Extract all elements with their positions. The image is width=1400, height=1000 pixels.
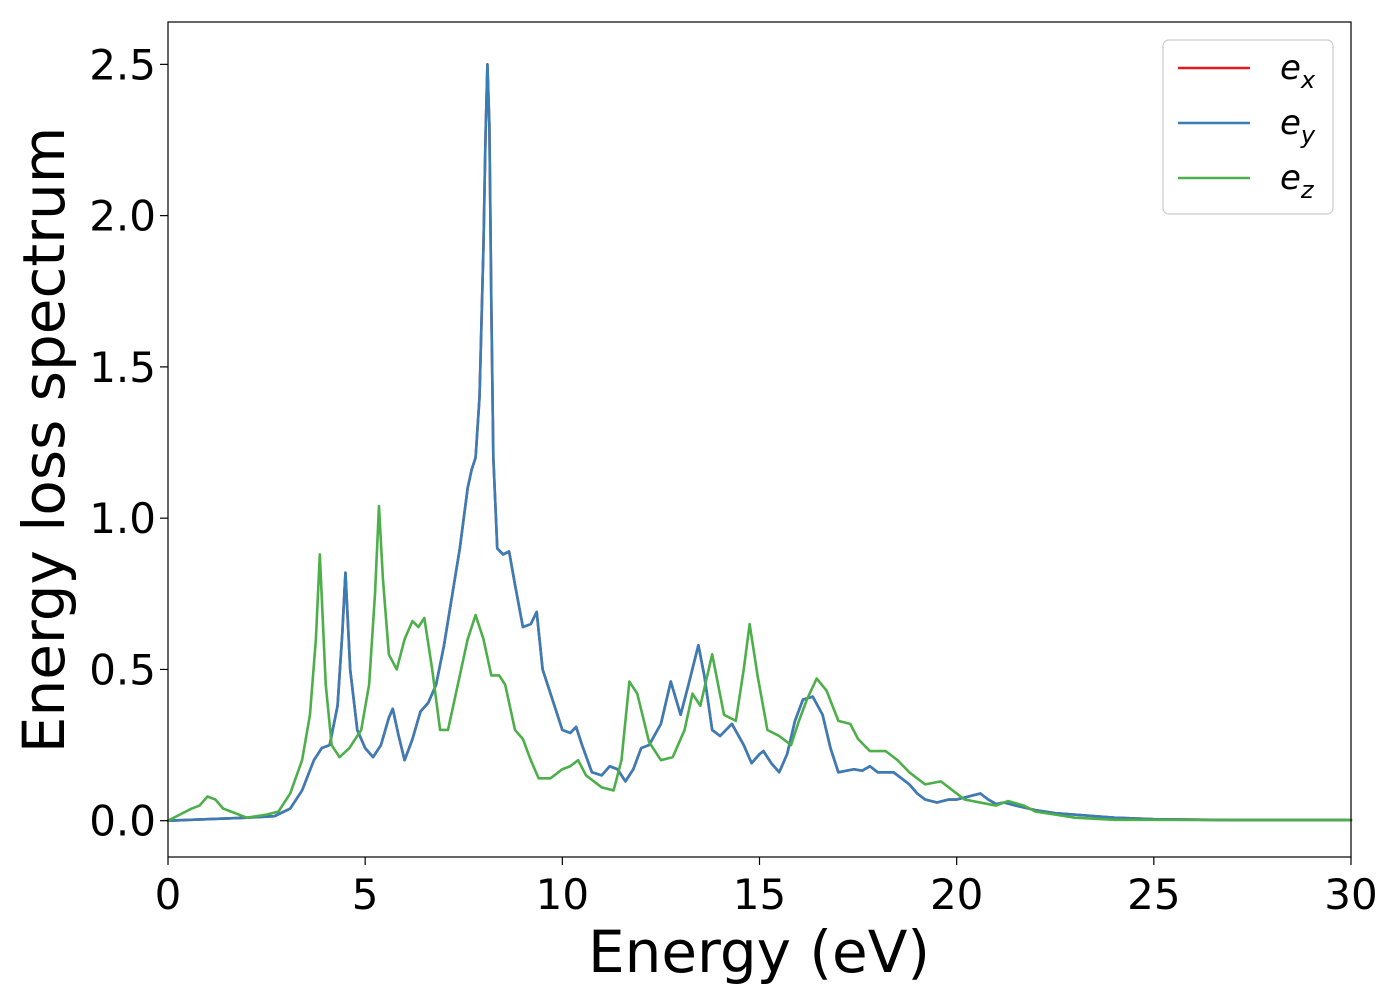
y-axis-label: Energy loss spectrum	[10, 127, 78, 753]
series-line-e-y	[166, 63, 1353, 823]
legend-label-e-y: ey	[1280, 103, 1316, 149]
y-tick-label: 2.5	[89, 40, 156, 89]
legend-label-subscript: z	[1300, 176, 1315, 204]
legend-label-base: e	[1280, 158, 1301, 198]
x-axis-label: Energy (eV)	[588, 918, 930, 986]
y-tick-label: 0.0	[89, 797, 156, 846]
x-tick-label: 0	[155, 870, 182, 919]
legend-label-base: e	[1280, 48, 1301, 88]
y-tick-label: 2.0	[89, 192, 156, 241]
x-tick-label: 5	[352, 870, 379, 919]
legend-box	[1162, 39, 1334, 215]
y-tick-label: 1.0	[89, 494, 156, 543]
x-tick-label: 15	[733, 870, 786, 919]
x-tick-label: 10	[536, 870, 589, 919]
x-ticks: 0 5 10 15 20 25 30	[155, 857, 1378, 919]
legend-label-subscript: y	[1300, 121, 1316, 149]
x-tick-label: 30	[1324, 870, 1377, 919]
y-tick-label: 1.5	[89, 343, 156, 392]
legend-label-e-z: ez	[1280, 158, 1315, 204]
y-ticks: 0.0 0.5 1.0 1.5 2.0 2.5	[89, 40, 168, 846]
legend-label-subscript: x	[1300, 66, 1316, 94]
y-tick-label: 0.5	[89, 645, 156, 694]
x-tick-label: 20	[930, 870, 983, 919]
legend-label-base: e	[1280, 103, 1301, 143]
series-line-e-z	[166, 504, 1353, 823]
series-layer	[166, 63, 1353, 823]
legend-label-e-x: ex	[1280, 48, 1316, 94]
x-tick-label: 25	[1127, 870, 1180, 919]
